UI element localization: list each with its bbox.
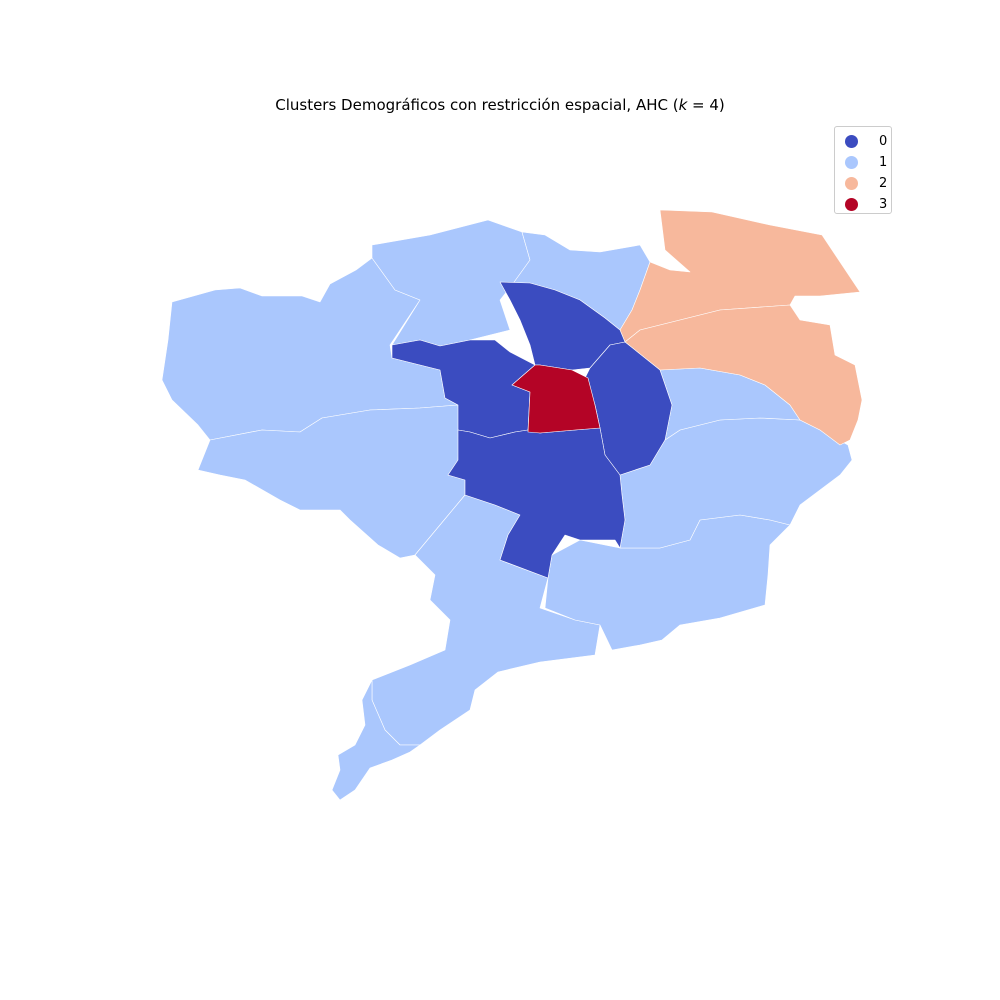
legend-label: 3 xyxy=(879,197,888,212)
region-north-west xyxy=(371,219,531,347)
legend-item: 3 xyxy=(845,194,891,215)
legend-label: 1 xyxy=(879,155,888,170)
region-core xyxy=(511,364,601,434)
title-prefix: Clusters Demográficos con restricción es… xyxy=(275,96,679,114)
legend: 0 1 2 3 xyxy=(834,126,892,214)
legend-marker xyxy=(845,135,858,148)
legend-label: 2 xyxy=(879,176,888,191)
legend-item: 2 xyxy=(845,173,891,194)
title-suffix: = 4) xyxy=(687,96,725,114)
legend-label: 0 xyxy=(879,134,888,149)
legend-marker xyxy=(845,177,858,190)
legend-marker xyxy=(845,198,858,211)
legend-marker xyxy=(845,156,858,169)
legend-item: 1 xyxy=(845,152,891,173)
title-variable: k xyxy=(678,96,688,114)
region-east-strip xyxy=(624,304,863,446)
region-south-tail xyxy=(331,679,421,801)
map-title: Clusters Demográficos con restricción es… xyxy=(0,96,1000,114)
legend-item: 0 xyxy=(845,131,891,152)
